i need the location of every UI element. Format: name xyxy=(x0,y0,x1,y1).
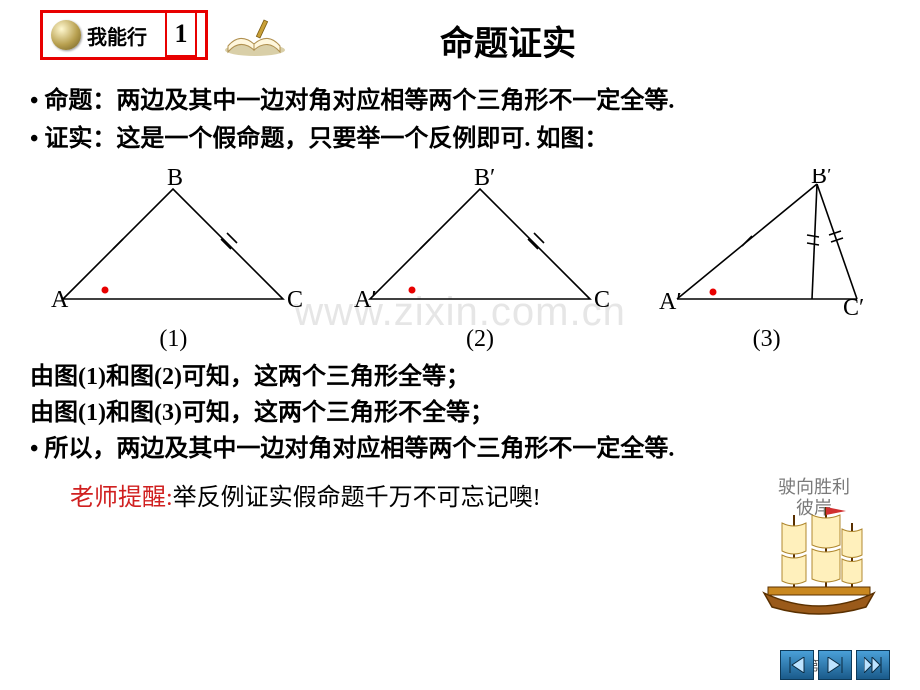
book-icon xyxy=(220,14,290,63)
label-B1: B xyxy=(167,169,183,191)
nav-next-button[interactable] xyxy=(818,650,852,680)
label-B2: B′ xyxy=(474,169,495,191)
badge-box: 我能行 1 xyxy=(40,10,208,60)
caption-2: (2) xyxy=(350,326,610,353)
badge-label: 我能行 xyxy=(87,21,147,50)
sphere-icon xyxy=(51,20,81,50)
nav-prev-button[interactable] xyxy=(780,650,814,680)
nav-end-button[interactable] xyxy=(856,650,890,680)
diagram-1: A B C (1) xyxy=(43,169,303,353)
ship-text-l1: 驶向胜利 xyxy=(778,477,850,499)
diagram-3: A′ B′ C′ (3) xyxy=(657,169,877,353)
conclusion-3: • 所以，两边及其中一边对角对应相等两个三角形不一定全等. xyxy=(30,431,890,467)
conclusion-1: 由图(1)和图(2)可知，这两个三角形全等； xyxy=(30,359,890,395)
label-B3: B′ xyxy=(811,169,832,189)
conclusion-2: 由图(1)和图(3)可知，这两个三角形不全等； xyxy=(30,395,890,431)
caption-3: (3) xyxy=(657,326,877,353)
label-A3: A′ xyxy=(659,289,682,315)
page-title: 命题证实 xyxy=(440,16,576,65)
label-A1: A xyxy=(51,287,69,313)
proof-intro-text: • 证实：这是一个假命题，只要举一个反例即可. 如图： xyxy=(30,121,890,157)
label-C1: C xyxy=(287,287,303,313)
hint-label: 老师提醒: xyxy=(70,485,173,511)
proposition-text: • 命题：两边及其中一边对角对应相等两个三角形不一定全等. xyxy=(30,83,890,119)
header-row: 我能行 1 命题证实 xyxy=(0,0,920,65)
caption-1: (1) xyxy=(43,326,303,353)
conclusions-block: 由图(1)和图(2)可知，这两个三角形全等； 由图(1)和图(3)可知，这两个三… xyxy=(0,353,920,467)
ship-icon xyxy=(754,501,884,626)
label-C3: C′ xyxy=(843,295,864,319)
content-block: • 命题：两边及其中一边对角对应相等两个三角形不一定全等. • 证实：这是一个假… xyxy=(0,65,920,157)
diagrams-row: A B C (1) A′ B′ C′ (2) xyxy=(0,159,920,353)
badge-number: 1 xyxy=(175,19,188,49)
nav-buttons xyxy=(780,650,890,680)
label-A2: A′ xyxy=(354,287,377,313)
diagram-2: A′ B′ C′ (2) xyxy=(350,169,610,353)
hint-text: 举反例证实假命题千万不可忘记噢! xyxy=(173,485,541,511)
badge-number-box: 1 xyxy=(165,11,197,57)
label-C2: C′ xyxy=(594,287,610,313)
